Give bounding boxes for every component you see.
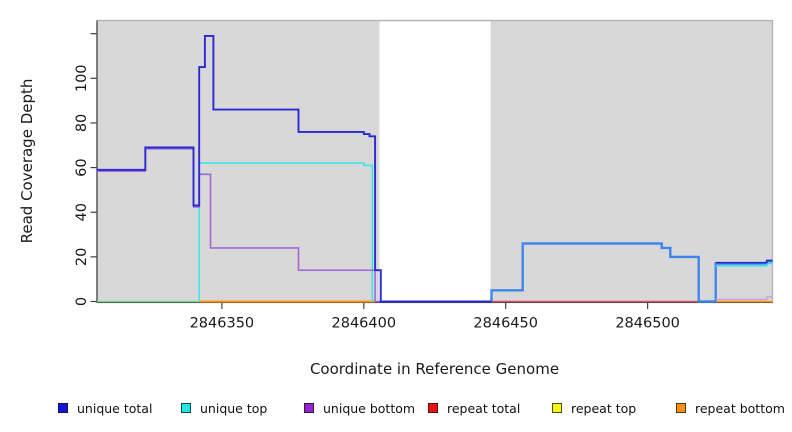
x-tick-label: 2846350	[190, 316, 255, 332]
y-tick-label: 20	[74, 248, 90, 266]
unique-bottom-purple-right	[715, 296, 773, 300]
legend-swatch-icon	[676, 403, 686, 413]
legend-swatch-icon	[552, 403, 562, 413]
legend-label: unique total	[77, 400, 153, 416]
x-tick-label: 2846500	[615, 316, 680, 332]
no-data-white-band	[379, 21, 491, 303]
x-axis-title: Coordinate in Reference Genome	[309, 360, 560, 378]
unique-total-right-lightblue	[490, 242, 773, 303]
y-tick-label: 40	[74, 203, 90, 221]
legend-swatch-icon	[428, 403, 438, 413]
legend-swatch-icon	[181, 403, 191, 413]
unique-top-cyan-right	[715, 262, 773, 267]
legend-item-unique-bottom: unique bottom	[304, 399, 415, 417]
legend-swatch-icon	[304, 403, 314, 413]
plot-legend: unique total unique top unique bottom repea…	[0, 399, 792, 419]
y-tick-label: 0	[74, 297, 90, 306]
legend-item-unique-top: unique top	[181, 399, 267, 417]
legend-item-repeat-top: repeat top	[552, 399, 636, 417]
x-tick-label: 2846400	[332, 316, 397, 332]
legend-item-unique-total: unique total	[58, 399, 152, 417]
legend-label: repeat total	[447, 400, 521, 416]
legend-label: unique bottom	[323, 400, 416, 416]
legend-label: unique top	[200, 400, 268, 416]
y-tick-label: 100	[74, 64, 90, 92]
legend-swatch-icon	[58, 403, 68, 413]
x-tick-label: 2846450	[473, 316, 538, 332]
y-axis-title: Read Coverage Depth	[18, 78, 36, 244]
legend-item-repeat-total: repeat total	[428, 399, 520, 417]
unique-bottom-purple	[97, 148, 492, 303]
unique-total-navy-farright	[715, 259, 773, 264]
legend-label: repeat top	[571, 400, 637, 416]
y-tick-label: 60	[74, 158, 90, 176]
legend-label: repeat bottom	[695, 400, 785, 416]
legend-item-repeat-bottom: repeat bottom	[676, 399, 785, 417]
unique-total-navy	[97, 34, 492, 303]
y-tick-label: 80	[74, 114, 90, 132]
